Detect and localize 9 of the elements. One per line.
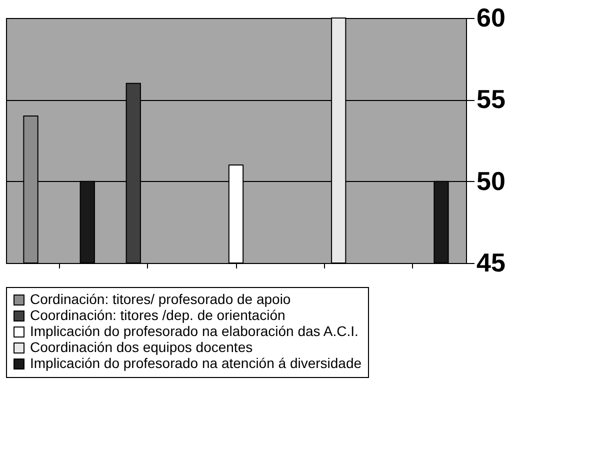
legend-label: Cordinación: titores/ profesorado de apoio	[30, 291, 291, 307]
y-tick-label: 45	[476, 248, 506, 278]
legend-label: Implicación do profesorado na elaboración das A.C.I.	[30, 323, 358, 339]
y-tick-label: 60	[476, 2, 506, 32]
y-tick-label: 50	[476, 166, 506, 196]
legend-label: Coordinación dos equipos docentes	[30, 339, 253, 355]
y-tick-label: 55	[476, 84, 506, 114]
legend-label: Implicación do profesorado na atención á diversidade	[30, 355, 362, 371]
legend-label: Coordinación: titores /dep. de orientación	[30, 307, 286, 323]
